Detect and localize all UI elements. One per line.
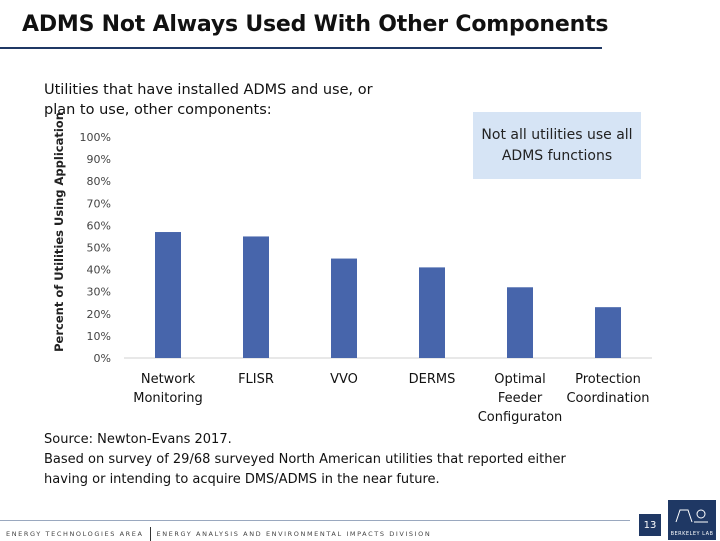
x-category-label: Network [141, 372, 196, 387]
source-note: Source: Newton-Evans 2017. Based on surv… [44, 430, 604, 490]
y-tick-label: 20% [87, 308, 111, 321]
footer-area-text: ENERGY TECHNOLOGIES AREA [6, 530, 144, 538]
y-tick-label: 30% [87, 286, 111, 299]
title-underline [0, 47, 602, 49]
x-category-label: Protection [575, 372, 641, 387]
y-tick-label: 70% [87, 197, 111, 210]
callout-box: Not all utilities use all ADMS functions [473, 112, 641, 179]
bar [243, 236, 269, 358]
y-tick-label: 0% [94, 352, 111, 365]
bar [331, 258, 357, 358]
footer-separator [149, 527, 151, 541]
x-category-label: Feeder [498, 391, 543, 406]
lab-building-icon [675, 509, 708, 523]
source-line-2: Based on survey of 29/68 surveyed North … [44, 452, 566, 487]
bar [419, 267, 445, 358]
y-tick-label: 90% [87, 153, 111, 166]
x-category-label: FLISR [238, 372, 274, 387]
y-tick-label: 100% [80, 131, 111, 144]
bar [595, 307, 621, 358]
x-category-label: Optimal [494, 372, 545, 387]
y-tick-label: 10% [87, 330, 111, 343]
x-category-label: Monitoring [133, 391, 203, 406]
footer-division-text: ENERGY TECHNOLOGIES AREA ENERGY ANALYSIS … [6, 527, 431, 541]
slide-title: ADMS Not Always Used With Other Componen… [22, 12, 609, 37]
y-tick-label: 60% [87, 219, 111, 232]
x-category-label: DERMS [409, 372, 456, 387]
source-line-1: Source: Newton-Evans 2017. [44, 432, 232, 447]
chart-subtitle: Utilities that have installed ADMS and u… [44, 82, 373, 118]
x-category-label: Coordination [566, 391, 649, 406]
page-number: 13 [639, 514, 661, 536]
y-tick-label: 40% [87, 264, 111, 277]
berkeley-lab-logo: BERKELEY LAB [668, 500, 716, 540]
bar [155, 232, 181, 358]
x-category-label: VVO [330, 372, 358, 387]
y-tick-label: 50% [87, 242, 111, 255]
bar [507, 287, 533, 358]
logo-text: BERKELEY LAB [670, 531, 714, 537]
y-tick-label: 80% [87, 175, 111, 188]
x-category-label: Configuraton [478, 410, 563, 425]
footer-division-name: ENERGY ANALYSIS AND ENVIRONMENTAL IMPACT… [156, 530, 432, 538]
footer-rule [0, 520, 630, 521]
